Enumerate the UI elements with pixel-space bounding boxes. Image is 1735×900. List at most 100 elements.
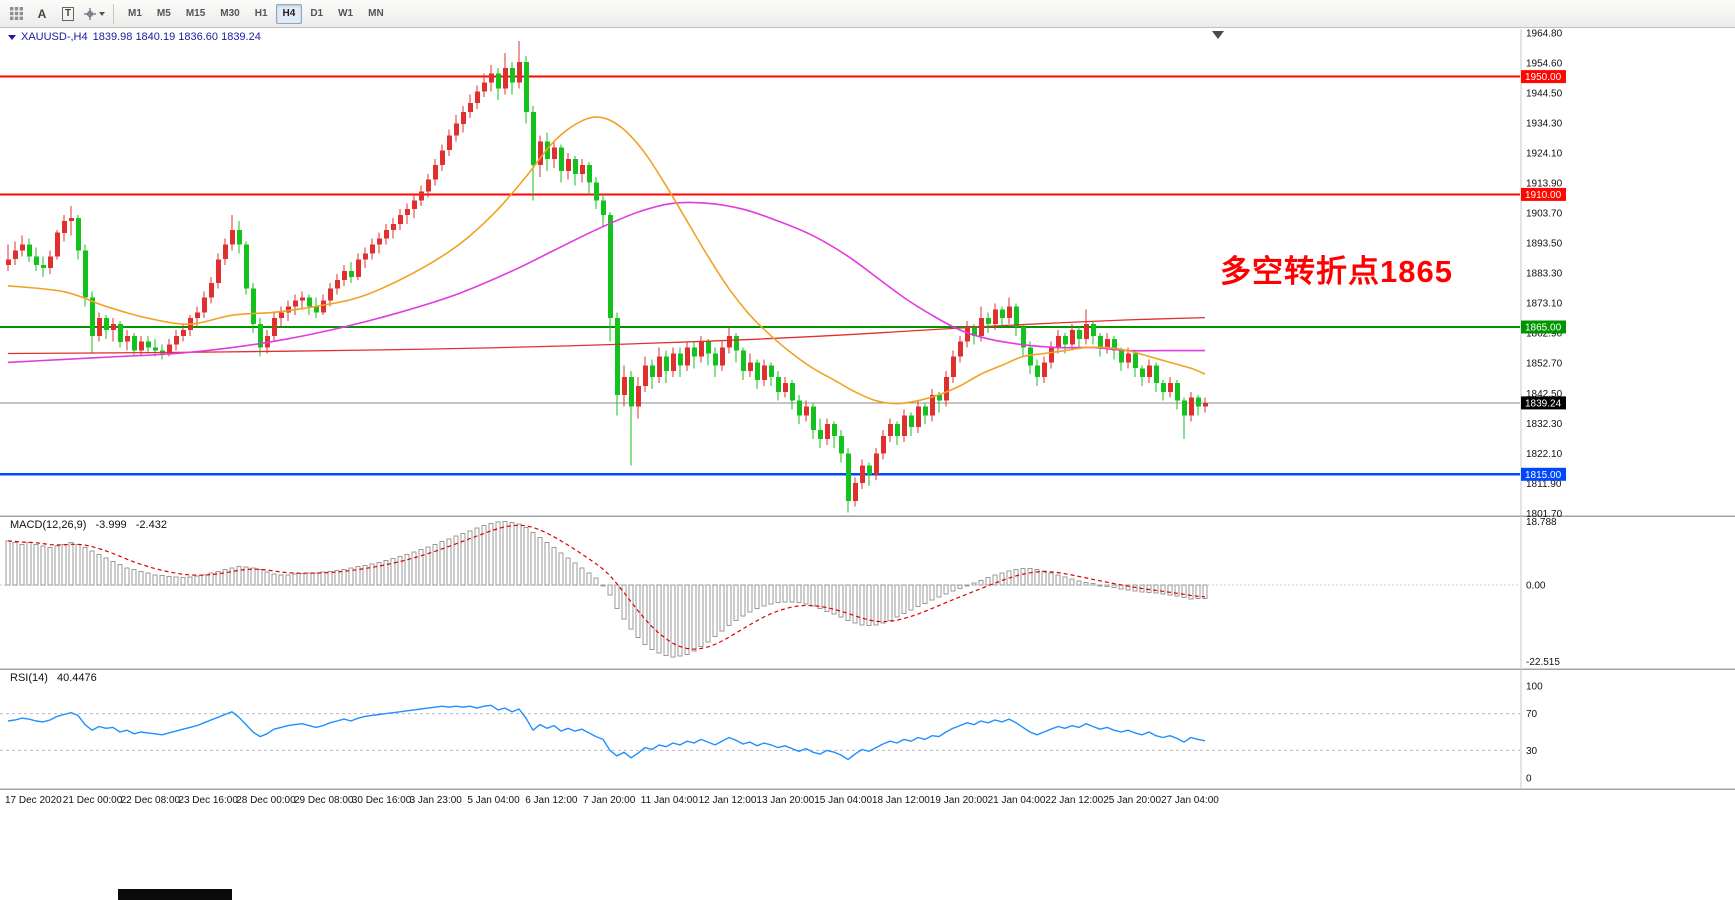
pane-separators: [0, 29, 1735, 790]
candles-layer: [6, 41, 1208, 513]
svg-text:25 Jan 20:00: 25 Jan 20:00: [1103, 795, 1161, 806]
svg-text:12 Jan 12:00: 12 Jan 12:00: [699, 795, 757, 806]
level-price-tag: [1521, 320, 1566, 334]
rsi-value: 40.4476: [56, 672, 97, 684]
svg-text:1934.30: 1934.30: [1526, 118, 1563, 129]
svg-text:1950.00: 1950.00: [1525, 72, 1562, 83]
macd-name: MACD(12,26,9): [10, 519, 87, 531]
svg-text:29 Dec 08:00: 29 Dec 08:00: [294, 795, 354, 806]
svg-text:1801.70: 1801.70: [1526, 509, 1563, 520]
svg-text:1862.90: 1862.90: [1526, 329, 1563, 340]
svg-text:1903.70: 1903.70: [1526, 209, 1563, 220]
svg-text:1883.30: 1883.30: [1526, 269, 1563, 280]
svg-text:1852.70: 1852.70: [1526, 359, 1563, 370]
macd-histogram: [5, 520, 1208, 658]
grid-icon: [9, 7, 23, 20]
moving-average-lines: [7, 116, 1206, 405]
svg-text:1811.90: 1811.90: [1526, 479, 1562, 490]
svg-text:6 Jan 12:00: 6 Jan 12:00: [525, 795, 578, 806]
rsi-indicator-label: RSI(14) 40.4476: [10, 672, 97, 684]
timeframe-button-m30[interactable]: M30: [213, 4, 246, 24]
svg-text:1822.10: 1822.10: [1526, 449, 1563, 460]
svg-text:19 Jan 20:00: 19 Jan 20:00: [930, 795, 988, 806]
drawing-tools-button[interactable]: [82, 3, 106, 25]
svg-text:70: 70: [1526, 709, 1538, 720]
macd-pane: 18.788 0.00 -22.515: [0, 517, 1560, 668]
svg-text:30: 30: [1526, 746, 1538, 757]
svg-text:22 Jan 12:00: 22 Jan 12:00: [1045, 795, 1103, 806]
timeframe-buttons: M1 M5 M15 M30 H1 H4 D1 W1 MN: [121, 3, 391, 24]
svg-text:21 Dec 00:00: 21 Dec 00:00: [63, 795, 123, 806]
svg-text:15 Jan 04:00: 15 Jan 04:00: [814, 795, 872, 806]
timeframe-button-d1[interactable]: D1: [303, 4, 330, 24]
rsi-pane: 100 70 30 0: [0, 682, 1543, 785]
svg-text:18 Jan 12:00: 18 Jan 12:00: [872, 795, 930, 806]
svg-text:1913.90: 1913.90: [1526, 179, 1563, 190]
macd-main-value: -3.999: [95, 519, 127, 531]
level-price-tag: [1521, 467, 1566, 481]
text-tool-button[interactable]: T: [56, 3, 80, 25]
symbol-ohlc-values: 1839.98 1840.19 1836.60 1839.24: [92, 31, 261, 43]
svg-text:3 Jan 23:00: 3 Jan 23:00: [410, 795, 463, 806]
svg-text:100: 100: [1526, 682, 1543, 693]
text-t-icon: T: [61, 6, 75, 21]
crosshair-icon: [84, 7, 96, 20]
svg-text:17 Dec 2020: 17 Dec 2020: [5, 795, 62, 806]
svg-text:1910.00: 1910.00: [1525, 190, 1562, 201]
svg-text:27 Jan 04:00: 27 Jan 04:00: [1161, 795, 1219, 806]
svg-text:1832.30: 1832.30: [1526, 419, 1563, 430]
chart-shift-marker-icon[interactable]: [1212, 31, 1224, 39]
chart-text-annotation: 多空转折点1865: [1220, 254, 1453, 289]
price-axis: 1964.80 1954.60 1944.50 1934.30 1924.10 1913.…: [1521, 29, 1566, 520]
svg-text:1964.80: 1964.80: [1526, 29, 1563, 40]
svg-text:18.788: 18.788: [1526, 517, 1557, 528]
timeframe-button-h1[interactable]: H1: [248, 4, 275, 24]
svg-text:1924.10: 1924.10: [1526, 148, 1563, 159]
svg-text:1954.60: 1954.60: [1526, 59, 1563, 70]
svg-text:30 Dec 16:00: 30 Dec 16:00: [352, 795, 412, 806]
timeframe-button-w1[interactable]: W1: [331, 4, 360, 24]
svg-text:1815.00: 1815.00: [1525, 470, 1562, 481]
toolbar: A T M1 M5 M15 M30 H1 H4 D1 W1 MN: [0, 0, 1735, 28]
timeframe-button-m1[interactable]: M1: [121, 4, 149, 24]
label-tool-button[interactable]: A: [30, 3, 54, 25]
svg-text:23 Dec 16:00: 23 Dec 16:00: [178, 795, 238, 806]
svg-text:-22.515: -22.515: [1526, 657, 1560, 668]
svg-text:13 Jan 20:00: 13 Jan 20:00: [756, 795, 814, 806]
rsi-name: RSI(14): [10, 672, 48, 684]
level-price-tag: [1521, 187, 1566, 201]
svg-text:1873.10: 1873.10: [1526, 299, 1563, 310]
svg-text:1842.50: 1842.50: [1526, 389, 1563, 400]
svg-text:7 Jan 20:00: 7 Jan 20:00: [583, 795, 636, 806]
rsi-line: [7, 704, 1206, 761]
macd-indicator-label: MACD(12,26,9) -3.999 -2.432: [10, 519, 167, 531]
taskbar-fragment: [118, 889, 232, 900]
timeframe-button-m15[interactable]: M15: [179, 4, 212, 24]
symbol-timeframe-label: XAUUSD-,H4: [21, 31, 88, 43]
level-price-tag: [1521, 70, 1566, 84]
current-price-tag: [1521, 396, 1566, 410]
symbol-info[interactable]: XAUUSD-,H4 1839.98 1840.19 1836.60 1839.…: [8, 31, 261, 43]
svg-text:0: 0: [1526, 774, 1532, 785]
timeframe-button-m5[interactable]: M5: [150, 4, 178, 24]
svg-text:22 Dec 08:00: 22 Dec 08:00: [121, 795, 181, 806]
collapse-triangle-icon: [8, 34, 16, 40]
svg-text:28 Dec 00:00: 28 Dec 00:00: [236, 795, 296, 806]
svg-text:1893.50: 1893.50: [1526, 239, 1563, 250]
chevron-down-icon: [99, 11, 105, 16]
svg-text:0.00: 0.00: [1526, 581, 1546, 592]
svg-text:1944.50: 1944.50: [1526, 88, 1563, 99]
svg-text:1839.24: 1839.24: [1525, 398, 1562, 409]
svg-text:11 Jan 04:00: 11 Jan 04:00: [641, 795, 699, 806]
svg-text:1865.00: 1865.00: [1525, 323, 1562, 334]
toolbar-separator: [113, 3, 114, 24]
timeframe-button-h4[interactable]: H4: [275, 3, 303, 24]
macd-signal-line: [7, 524, 1206, 650]
timeframe-button-mn[interactable]: MN: [361, 4, 391, 24]
macd-signal-value: -2.432: [135, 519, 167, 531]
chart-grid-icon-button[interactable]: [4, 3, 28, 25]
svg-text:21 Jan 04:00: 21 Jan 04:00: [988, 795, 1046, 806]
